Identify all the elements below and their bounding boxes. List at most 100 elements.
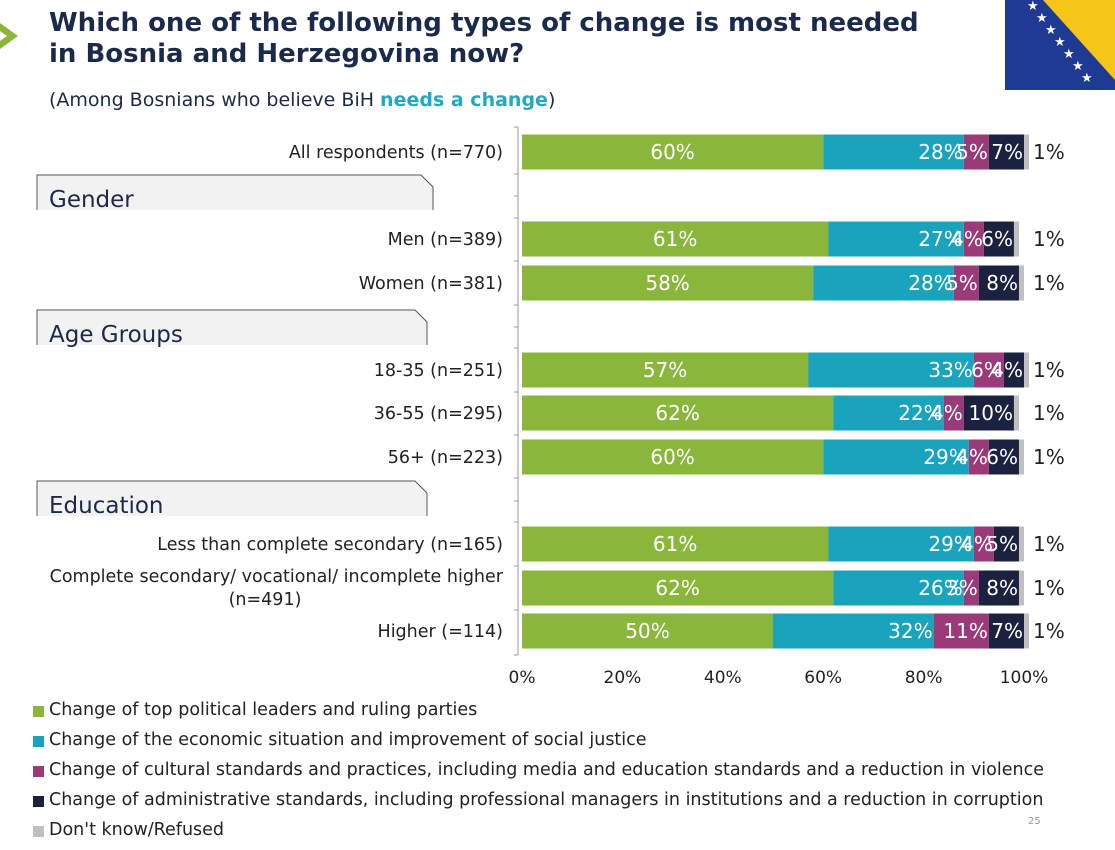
data-label: 6% <box>971 358 1003 382</box>
data-label: 3% <box>946 576 978 600</box>
data-label: 10% <box>969 401 1013 425</box>
bar-segment <box>522 134 824 170</box>
data-label: 4% <box>956 445 988 469</box>
bar-segment <box>522 570 834 606</box>
data-label: 4% <box>991 358 1023 382</box>
category-label: All respondents (n=770) <box>289 143 503 163</box>
data-label: 8% <box>986 271 1018 295</box>
x-tick-label: 40% <box>704 668 742 688</box>
legend-label: Change of top political leaders and ruli… <box>49 700 478 720</box>
data-label-dont-know: 1% <box>1033 576 1065 600</box>
legend-swatch <box>33 826 44 837</box>
bar-segment <box>522 439 824 475</box>
bar-segment <box>773 613 934 649</box>
bar-segment <box>1003 352 1024 388</box>
bar-segment <box>968 439 989 475</box>
bar-segment <box>973 352 1004 388</box>
svg-text:★: ★ <box>1054 35 1066 50</box>
bar-segment <box>953 265 979 301</box>
data-label: 4% <box>951 227 983 251</box>
category-label: 56+ (n=223) <box>388 448 503 468</box>
bar-segment <box>943 395 964 431</box>
legend-label: Change of cultural standards and practic… <box>49 760 1044 780</box>
bar-segment <box>933 613 989 649</box>
category-label: Higher (=114) <box>378 622 503 642</box>
legend-label: Change of the economic situation and imp… <box>49 730 647 750</box>
category-label: Complete secondary/ vocational/ incomple… <box>50 567 504 610</box>
data-label: 28% <box>908 271 952 295</box>
corner-arrow-inner-decoration <box>0 18 7 54</box>
data-label: 60% <box>650 445 694 469</box>
data-label-dont-know: 1% <box>1033 358 1065 382</box>
legend-label: Don't know/Refused <box>49 820 225 840</box>
bar-segment <box>963 570 979 606</box>
category-label: 18-35 (n=251) <box>374 361 503 381</box>
data-label: 26% <box>918 576 962 600</box>
data-label: 7% <box>991 140 1023 164</box>
data-label: 32% <box>888 619 932 643</box>
bar-segment <box>522 265 814 301</box>
legend-swatch <box>33 766 44 777</box>
data-label-dont-know: 1% <box>1033 140 1065 164</box>
legend-swatch <box>33 796 44 807</box>
bar-segment <box>522 613 773 649</box>
legend-swatch <box>33 736 44 747</box>
subtitle-prefix: (Among Bosnians who believe BiH <box>49 89 381 111</box>
data-label: 22% <box>898 401 942 425</box>
data-label: 33% <box>928 358 972 382</box>
data-label: 58% <box>645 271 689 295</box>
category-label: Men (n=389) <box>388 230 503 250</box>
subtitle-highlight: needs a change <box>380 89 548 111</box>
data-label-dont-know: 1% <box>1033 532 1065 556</box>
bar-segment <box>988 439 1019 475</box>
data-label: 61% <box>653 532 697 556</box>
bosnia-flag-icon: ★★★ ★★★ ★ <box>1005 0 1115 90</box>
data-label: 8% <box>986 576 1018 600</box>
bar-segment <box>1018 570 1024 606</box>
data-label: 62% <box>655 401 699 425</box>
subtitle-suffix: ) <box>547 89 556 111</box>
data-label: 29% <box>923 445 967 469</box>
group-header-label: Education <box>49 493 164 519</box>
bar-segment <box>1024 352 1030 388</box>
data-label: 29% <box>928 532 972 556</box>
data-label: 5% <box>956 140 988 164</box>
bar-segment <box>1018 526 1024 562</box>
data-label: 6% <box>986 445 1018 469</box>
data-label-dont-know: 1% <box>1033 619 1065 643</box>
bar-segment <box>833 395 944 431</box>
data-label: 4% <box>931 401 963 425</box>
bar-segment <box>963 221 984 257</box>
bar-segment <box>978 570 1019 606</box>
bar-segment <box>1013 395 1019 431</box>
data-label-dont-know: 1% <box>1033 401 1065 425</box>
data-label: 27% <box>918 227 962 251</box>
bar-segment <box>1018 265 1024 301</box>
x-tick-label: 20% <box>604 668 642 688</box>
data-label-dont-know: 1% <box>1033 271 1065 295</box>
bar-segment <box>963 134 989 170</box>
data-label-dont-know: 1% <box>1033 227 1065 251</box>
category-label: Less than complete secondary (n=165) <box>157 535 503 555</box>
data-label-dont-know: 1% <box>1033 445 1065 469</box>
bar-segment <box>823 134 964 170</box>
group-header-box <box>36 480 428 516</box>
x-tick-label: 60% <box>804 668 842 688</box>
data-label: 28% <box>918 140 962 164</box>
category-label: 36-55 (n=295) <box>374 404 503 424</box>
bar-segment <box>973 526 994 562</box>
subtitle: (Among Bosnians who believe BiH needs a … <box>49 89 555 111</box>
data-label: 61% <box>653 227 697 251</box>
bar-segment <box>522 526 829 562</box>
x-tick-label: 0% <box>509 668 536 688</box>
svg-text:★: ★ <box>1045 23 1057 38</box>
bar-segment <box>828 526 974 562</box>
bar-segment <box>823 439 969 475</box>
group-header-box <box>36 309 428 345</box>
bar-segment <box>1013 221 1019 257</box>
svg-text:★: ★ <box>1063 47 1075 62</box>
svg-text:★: ★ <box>1036 11 1048 26</box>
data-label: 11% <box>943 619 987 643</box>
bar-segment <box>813 265 954 301</box>
